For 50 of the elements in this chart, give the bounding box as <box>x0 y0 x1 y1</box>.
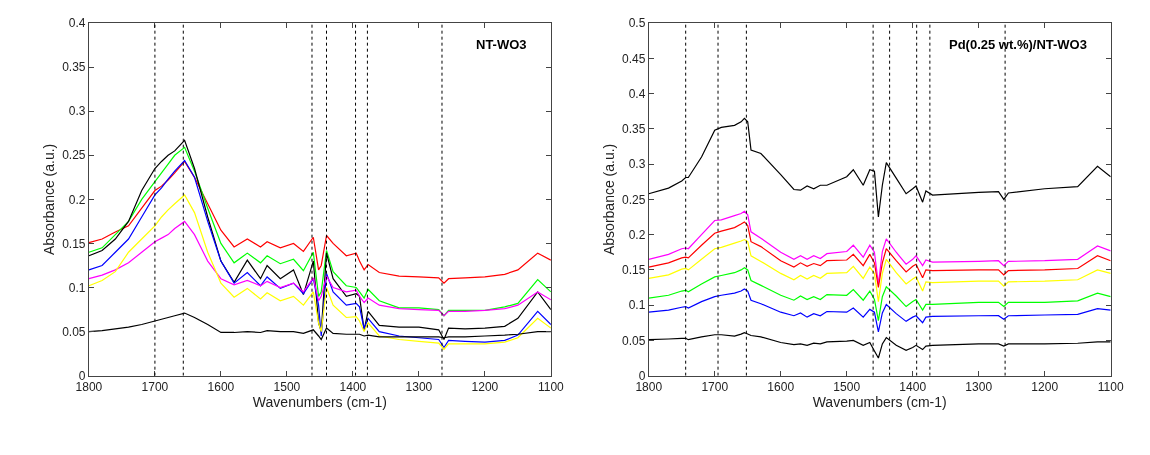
text: NT-WO3 <box>476 37 527 52</box>
x-axis-title: Wavenumbers (cm-1) <box>252 394 387 411</box>
line-series <box>88 160 551 284</box>
x-tick-label: 1400 <box>899 380 927 395</box>
x-axis-title: Wavenumbers (cm-1) <box>812 394 947 411</box>
y-tick-label: 0.15 <box>62 236 86 251</box>
x-tick-label: 1800 <box>635 380 663 395</box>
y-tick-label: 0.3 <box>68 104 86 119</box>
y-tick-label: 0.05 <box>621 333 646 348</box>
x-tick-label: 1200 <box>471 380 499 395</box>
text: Pd(0.25 wt.%)/NT-WO3 <box>949 37 1087 52</box>
x-tick-label: 1100 <box>1097 380 1124 395</box>
x-tick-label: 1400 <box>339 380 367 395</box>
x-tick-label: 1200 <box>1031 380 1059 395</box>
y-axis-title: Absorbance (a.u.) <box>40 143 57 256</box>
x-tick-label: 1800 <box>75 380 103 395</box>
y-tick-label: 0.35 <box>62 60 86 75</box>
x-tick-label: 1600 <box>767 380 795 395</box>
y-tick-label: 0.2 <box>628 227 646 242</box>
line-series <box>648 210 1111 285</box>
x-tick-label: 1100 <box>537 380 565 395</box>
line-series <box>88 194 551 350</box>
y-tick-label: 0.1 <box>68 280 86 295</box>
line-series <box>648 267 1111 322</box>
x-tick-label: 1700 <box>701 380 729 395</box>
y-tick-label: 0.2 <box>68 192 86 207</box>
y-tick-label: 0.4 <box>628 86 646 101</box>
y-axis-title: Absorbance (a.u.) <box>600 143 617 256</box>
line-series <box>648 221 1111 289</box>
x-tick-label: 1600 <box>207 380 235 395</box>
x-tick-label: 1500 <box>833 380 861 395</box>
y-tick-label: 0.25 <box>621 192 646 207</box>
x-tick-label: 1300 <box>965 380 993 395</box>
x-tick-label: 1500 <box>273 380 301 395</box>
y-tick-label: 0.15 <box>621 263 646 278</box>
line-series <box>648 288 1111 333</box>
y-tick-label: 0.3 <box>628 157 646 172</box>
y-tick-label: 0.1 <box>628 298 646 313</box>
y-tick-label: 0.05 <box>62 324 86 339</box>
line-series <box>648 238 1111 303</box>
line-series <box>88 220 551 317</box>
y-tick-label: 0.5 <box>628 16 646 31</box>
y-tick-label: 0.25 <box>62 148 86 163</box>
x-tick-label: 1300 <box>405 380 433 395</box>
y-tick-label: 0.4 <box>68 16 86 31</box>
x-tick-label: 1700 <box>141 380 169 395</box>
y-tick-label: 0.35 <box>621 122 646 137</box>
y-tick-label: 0.45 <box>621 51 646 66</box>
y-tick-label: 0 <box>638 368 646 383</box>
y-tick-label: 0 <box>78 368 86 383</box>
